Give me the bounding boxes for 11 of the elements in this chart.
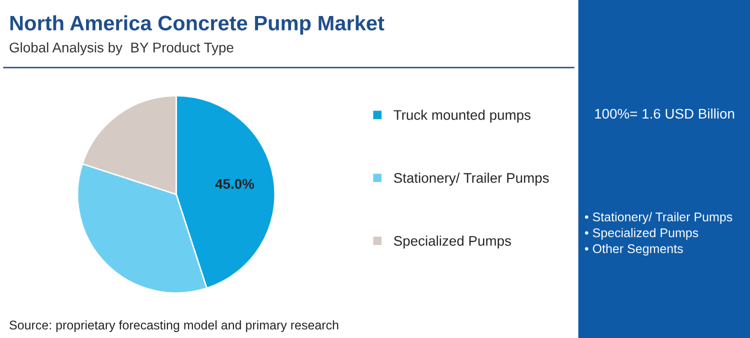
- text: 100%= 1.6 USD Billion: [595, 108, 734, 119]
- source-note: Source: proprietary forecasting model and primary research: [10, 320, 338, 332]
- text: • Other Segments: [584, 244, 683, 256]
- chart-title: North America Concrete Pump Market: [10, 15, 384, 35]
- chart-subtitle: Global Analysis by BY Product Type: [10, 42, 234, 56]
- legend-label: Truck mounted pumps: [394, 110, 530, 123]
- data-label: 45.0%: [215, 178, 254, 189]
- legend-label: Specialized Pumps: [394, 236, 511, 249]
- legend-label: Stationery/ Trailer Pumps: [394, 172, 549, 186]
- text: • Stationery/ Trailer Pumps: [584, 212, 732, 224]
- text: • Specialized Pumps: [584, 228, 698, 240]
